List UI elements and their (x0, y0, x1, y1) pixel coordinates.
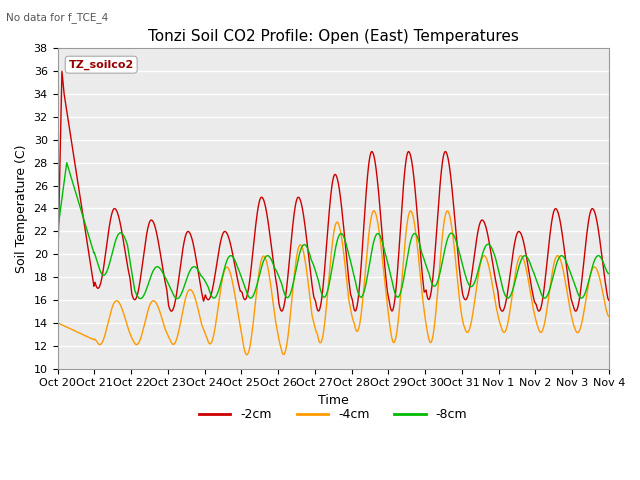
-8cm (605, 271, 612, 276)
-8cm (300, 242, 307, 248)
-8cm (173, 296, 181, 301)
-4cm (300, 248, 307, 253)
-4cm (97, 342, 104, 348)
-2cm (499, 308, 506, 314)
-8cm (310, 262, 317, 268)
-2cm (119, 236, 127, 241)
Text: No data for f_TCE_4: No data for f_TCE_4 (6, 12, 109, 23)
-2cm (288, 232, 296, 238)
-2cm (309, 290, 317, 296)
-8cm (54, 228, 61, 234)
Line: -4cm: -4cm (58, 211, 609, 355)
Legend: -2cm, -4cm, -8cm: -2cm, -4cm, -8cm (194, 403, 472, 426)
-8cm (289, 285, 296, 290)
X-axis label: Time: Time (318, 394, 349, 407)
Title: Tonzi Soil CO2 Profile: Open (East) Temperatures: Tonzi Soil CO2 Profile: Open (East) Temp… (148, 29, 518, 44)
-4cm (370, 208, 378, 214)
-4cm (243, 352, 251, 358)
-4cm (119, 308, 127, 313)
-2cm (605, 298, 612, 303)
-8cm (119, 232, 127, 238)
-2cm (54, 274, 61, 280)
-8cm (368, 247, 376, 252)
-4cm (605, 313, 612, 319)
Line: -8cm: -8cm (58, 163, 609, 299)
Text: TZ_soilco2: TZ_soilco2 (68, 60, 134, 70)
-4cm (368, 213, 376, 218)
-4cm (54, 320, 61, 325)
-4cm (309, 317, 317, 323)
Y-axis label: Soil Temperature (C): Soil Temperature (C) (15, 144, 28, 273)
-8cm (97, 269, 104, 275)
Line: -2cm: -2cm (58, 71, 609, 311)
-8cm (63, 160, 70, 166)
-4cm (288, 297, 296, 303)
-2cm (97, 281, 104, 287)
-2cm (300, 210, 307, 216)
-2cm (58, 68, 66, 74)
-2cm (368, 149, 376, 155)
